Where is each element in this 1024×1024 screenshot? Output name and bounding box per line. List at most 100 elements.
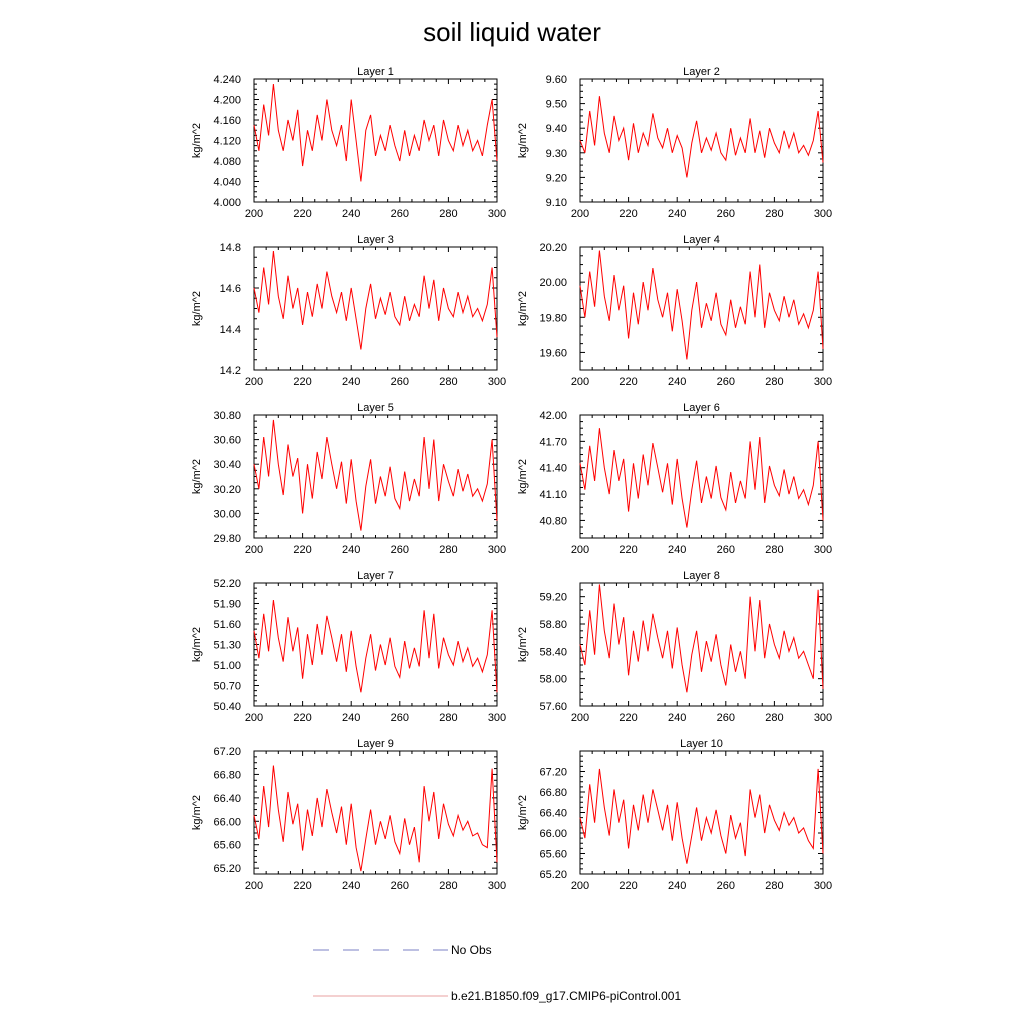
- y-tick-label: 41.10: [539, 489, 567, 501]
- y-tick-label: 59.20: [539, 592, 567, 604]
- panel-title: Layer 1: [357, 66, 394, 78]
- y-tick-label: 66.80: [539, 787, 567, 799]
- y-tick-label: 20.00: [539, 277, 567, 289]
- y-tick-label: 52.20: [213, 578, 241, 590]
- panel-layer-7: Layer 7 200 220 240 260 280 300 50.40 50.70 51.00…: [191, 570, 506, 724]
- y-tick-label: 51.30: [213, 640, 241, 652]
- y-axis-label: kg/m^2: [517, 291, 529, 326]
- y-tick-label: 4.160: [213, 115, 241, 127]
- x-tick-label: 220: [619, 880, 637, 892]
- y-tick-label: 57.60: [539, 701, 567, 713]
- y-tick-label: 4.000: [213, 197, 241, 209]
- panel-layer-2: Layer 2 200 220 240 260 280 300 9.10 9.20 9.30 9.4…: [517, 66, 832, 220]
- y-tick-label: 19.80: [539, 312, 567, 324]
- series-line: [579, 428, 824, 528]
- x-tick-label: 300: [488, 712, 506, 724]
- plot-frame: [579, 750, 824, 875]
- legend-label-model: b.e21.B1850.f09_g17.CMIP6-piControl.001: [451, 989, 681, 1003]
- x-tick-label: 200: [571, 544, 589, 556]
- x-tick-label: 200: [245, 376, 263, 388]
- x-tick-label: 240: [668, 376, 686, 388]
- x-tick-label: 200: [571, 208, 589, 220]
- x-tick-label: 200: [245, 712, 263, 724]
- y-tick-label: 41.70: [539, 436, 567, 448]
- plot-frame: [579, 582, 824, 707]
- y-tick-label: 30.80: [213, 410, 241, 422]
- y-tick-label: 4.120: [213, 136, 241, 148]
- x-tick-label: 200: [245, 544, 263, 556]
- series-line: [579, 584, 824, 693]
- y-tick-label: 30.40: [213, 459, 241, 471]
- figure-title: soil liquid water: [423, 17, 601, 47]
- x-tick-label: 200: [571, 880, 589, 892]
- y-axis-label: kg/m^2: [517, 627, 529, 662]
- x-tick-label: 220: [293, 880, 311, 892]
- panel-title: Layer 7: [357, 570, 394, 582]
- y-tick-label: 66.40: [213, 793, 241, 805]
- x-tick-label: 280: [439, 208, 457, 220]
- x-tick-label: 300: [814, 376, 832, 388]
- y-tick-label: 65.20: [213, 863, 241, 875]
- series-line: [579, 96, 824, 178]
- x-tick-label: 240: [668, 544, 686, 556]
- legend-label-no-obs: No Obs: [451, 943, 492, 957]
- plot-frame: [253, 78, 498, 203]
- y-axis-label: kg/m^2: [191, 627, 203, 662]
- y-tick-label: 9.60: [546, 74, 567, 86]
- panel-title: Layer 8: [683, 570, 720, 582]
- x-tick-label: 200: [245, 880, 263, 892]
- x-tick-label: 300: [488, 208, 506, 220]
- series-line: [253, 84, 498, 182]
- y-tick-label: 9.30: [546, 148, 567, 160]
- x-tick-label: 220: [293, 544, 311, 556]
- x-tick-label: 300: [488, 880, 506, 892]
- y-tick-label: 29.80: [213, 533, 241, 545]
- panel-layer-5: Layer 5 200 220 240 260 280 300 29.80 30.00 30.20…: [191, 402, 506, 556]
- panel-layer-9: Layer 9 200 220 240 260 280 300 65.20 65.60 66.00…: [191, 738, 506, 892]
- x-tick-label: 300: [814, 544, 832, 556]
- y-axis-label: kg/m^2: [517, 459, 529, 494]
- y-tick-label: 50.70: [213, 681, 241, 693]
- panel-layer-8: Layer 8 200 220 240 260 280 300 57.60 58.00 58.40…: [517, 570, 832, 724]
- y-tick-label: 9.40: [546, 123, 567, 135]
- panel-title: Layer 2: [683, 66, 720, 78]
- x-tick-label: 200: [571, 376, 589, 388]
- x-tick-label: 260: [717, 880, 735, 892]
- x-tick-label: 280: [765, 544, 783, 556]
- plot-frame: [253, 750, 498, 875]
- y-tick-label: 58.40: [539, 646, 567, 658]
- panel-title: Layer 10: [680, 738, 723, 750]
- x-tick-label: 240: [668, 208, 686, 220]
- x-tick-label: 220: [619, 544, 637, 556]
- plot-frame: [579, 414, 824, 539]
- y-tick-label: 67.20: [213, 746, 241, 758]
- x-tick-label: 220: [619, 712, 637, 724]
- y-tick-label: 58.00: [539, 674, 567, 686]
- y-tick-label: 66.00: [539, 828, 567, 840]
- y-tick-label: 66.00: [213, 816, 241, 828]
- plot-frame: [253, 414, 498, 539]
- x-tick-label: 280: [765, 208, 783, 220]
- panel-layer-4: Layer 4 200 220 240 260 280 300 19.60 19.80 20.00…: [517, 234, 832, 388]
- y-tick-label: 14.4: [220, 324, 241, 336]
- y-tick-label: 30.20: [213, 484, 241, 496]
- y-tick-label: 51.60: [213, 619, 241, 631]
- x-tick-label: 260: [391, 712, 409, 724]
- y-tick-label: 14.2: [220, 365, 241, 377]
- x-tick-label: 220: [293, 712, 311, 724]
- x-tick-label: 240: [668, 712, 686, 724]
- y-tick-label: 67.20: [539, 767, 567, 779]
- panel-layer-10: Layer 10 200 220 240 260 280 300 65.20 65.60 66.0…: [517, 738, 832, 892]
- y-tick-label: 65.20: [539, 869, 567, 881]
- x-tick-label: 300: [488, 376, 506, 388]
- x-tick-label: 200: [245, 208, 263, 220]
- panels: Layer 1 200 220 240 260 280 300 4.000 4.040 4.080…: [191, 66, 832, 892]
- y-tick-label: 4.200: [213, 95, 241, 107]
- y-tick-label: 30.60: [213, 435, 241, 447]
- y-tick-label: 65.60: [539, 849, 567, 861]
- x-tick-label: 280: [439, 712, 457, 724]
- y-tick-label: 4.040: [213, 177, 241, 189]
- y-tick-label: 58.80: [539, 619, 567, 631]
- y-axis-label: kg/m^2: [517, 123, 529, 158]
- series-line: [253, 765, 498, 872]
